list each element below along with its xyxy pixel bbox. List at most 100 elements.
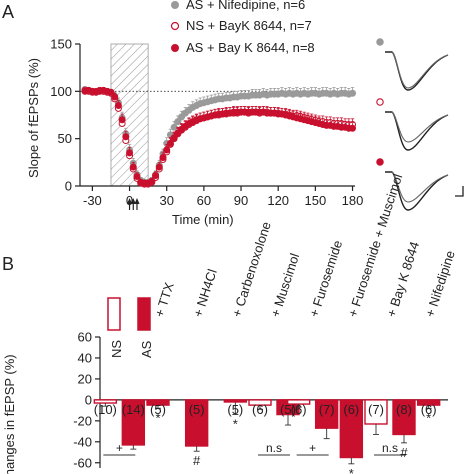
y-tick-label: 100 xyxy=(50,84,72,99)
legend-swatch-ns xyxy=(107,297,121,331)
trace-marker xyxy=(376,38,384,46)
trace-after xyxy=(391,111,449,143)
y-tick-label: 150 xyxy=(50,37,72,52)
data-point xyxy=(107,88,115,96)
arrow-head xyxy=(130,198,136,204)
sample-size-label: (14) xyxy=(122,402,145,417)
panel-a-legend: AS + Nifedipine, n=6 NS + BayK 8644, n=7… xyxy=(170,0,315,55)
panel-a: Slope of fEPSPs (%) Time (min) 0 50 100 150… xyxy=(26,0,464,227)
significance-label: n.s xyxy=(382,441,398,455)
trace-after xyxy=(391,171,449,203)
legend-swatch-as xyxy=(137,297,151,331)
legend-text-ns: NS xyxy=(109,340,124,358)
data-point xyxy=(122,133,130,141)
group-mark: * xyxy=(155,410,160,425)
stimulation-arrows xyxy=(126,198,140,210)
sample-size-label: (5) xyxy=(189,402,205,417)
data-point xyxy=(166,139,174,147)
sample-size-label: (10) xyxy=(94,402,117,417)
y-tick-label: 20 xyxy=(78,371,92,386)
sample-trace-2 xyxy=(376,98,449,151)
sample-size-label: (6) xyxy=(421,402,437,417)
treatment-label: + TTX xyxy=(152,280,177,319)
y-tick-label: 0 xyxy=(65,179,72,194)
treatment-label: + Nifedipine xyxy=(422,249,458,319)
panel-label-a: A xyxy=(2,2,14,22)
bar-group-3: + NH4Cl (5) # xyxy=(184,267,220,468)
data-point xyxy=(170,123,178,131)
group-mark: * xyxy=(349,466,354,474)
x-tick-label: 30 xyxy=(159,193,173,208)
arrow-head xyxy=(134,198,140,204)
significance-label: + xyxy=(116,441,123,455)
trace-baseline xyxy=(385,111,449,151)
legend-text-ns-bayk: NS + BayK 8644, n=7 xyxy=(186,18,312,33)
legend-text-as-bayk: AS + Bay K 8644, n=8 xyxy=(186,40,315,55)
data-point xyxy=(114,102,122,110)
legend-text-as: AS xyxy=(139,340,154,358)
trace-marker xyxy=(376,158,384,166)
y-tick-label: 0 xyxy=(85,392,92,407)
y-tick-label: -20 xyxy=(73,413,92,428)
y-tick-label: -60 xyxy=(73,455,92,470)
sample-size-label: (5) xyxy=(227,402,243,417)
time-course-series xyxy=(81,85,357,188)
treatment-label: + Muscimol xyxy=(268,251,303,319)
panel-b-ylabel: Changes in fEPSP (%) xyxy=(2,354,17,474)
sample-size-label: (7) xyxy=(319,402,335,417)
sample-size-label: (6) xyxy=(252,402,268,417)
y-tick-label: 60 xyxy=(78,330,92,345)
legend-text-nifedipine: AS + Nifedipine, n=6 xyxy=(186,0,305,12)
sample-size-label: (6) xyxy=(291,402,307,417)
significance-label: + xyxy=(309,441,316,455)
drug-window xyxy=(110,43,149,187)
bar-group-9: + Nifedipine (6)* xyxy=(416,249,458,425)
data-point xyxy=(155,163,163,171)
panel-b-legend: NS AS xyxy=(107,297,154,358)
legend-item-nifedipine: AS + Nifedipine, n=6 xyxy=(171,0,305,12)
data-point xyxy=(118,116,126,124)
legend-marker-red-filled xyxy=(171,44,179,52)
data-point xyxy=(174,118,182,126)
significance-label: n.s xyxy=(266,441,282,455)
x-tick-label: 150 xyxy=(305,193,327,208)
data-point xyxy=(111,93,119,101)
data-point xyxy=(170,134,178,142)
data-point xyxy=(349,124,357,132)
legend-item-ns-bayk: NS + BayK 8644, n=7 xyxy=(170,18,312,33)
sample-size-label: (7) xyxy=(368,402,384,417)
data-point xyxy=(133,173,141,181)
data-point xyxy=(159,154,167,162)
series-3 xyxy=(81,86,357,187)
sample-size-label: (5) xyxy=(280,402,296,417)
x-tick-label: 60 xyxy=(197,193,211,208)
sample-traces xyxy=(376,38,464,211)
sample-size-label: (5) xyxy=(150,402,166,417)
group-mark: * xyxy=(426,410,431,425)
x-tick-label: 180 xyxy=(342,193,364,208)
sample-trace-1 xyxy=(376,38,449,91)
group-mark: * xyxy=(233,417,238,432)
bar-group-5: + Muscimol (6) (5) n.s xyxy=(248,251,303,456)
group-mark: # xyxy=(193,453,201,468)
drug-window-box xyxy=(110,43,149,187)
panel-a-ylabel: Slope of fEPSPs (%) xyxy=(26,58,41,178)
sample-trace-3 xyxy=(376,158,449,211)
bar-group-1: (10) (14) + xyxy=(93,399,146,456)
sample-size-label: (6) xyxy=(343,402,359,417)
x-tick-label: 120 xyxy=(267,193,289,208)
data-point xyxy=(152,172,160,180)
sample-size-label: (8) xyxy=(396,402,412,417)
treatment-label: + Bay K 8644 xyxy=(384,240,422,319)
panel-a-xlabel: Time (min) xyxy=(172,212,234,227)
data-point xyxy=(148,177,156,185)
trace-after xyxy=(391,51,449,89)
data-point xyxy=(126,149,134,157)
legend-marker-gray-filled xyxy=(171,1,179,9)
y-tick-label: 50 xyxy=(58,131,72,146)
legend-marker-red-open xyxy=(170,21,180,31)
x-tick-label: 90 xyxy=(234,193,248,208)
y-tick-label: 40 xyxy=(78,350,92,365)
